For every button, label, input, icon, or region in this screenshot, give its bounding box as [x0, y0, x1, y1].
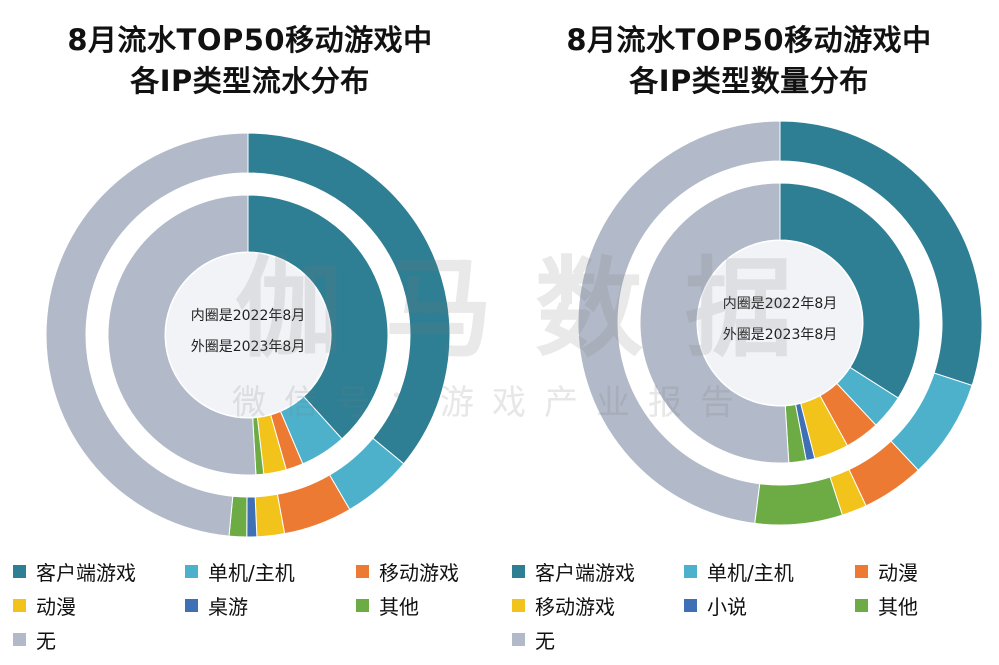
legend-label: 客户端游戏 — [36, 560, 136, 585]
legend-label: 其他 — [379, 594, 419, 619]
legend-item-board-game: 桌游 — [185, 590, 248, 620]
legend-label: 无 — [36, 628, 56, 653]
legend-item-mobile-game: 移动游戏 — [356, 556, 459, 586]
legend-label: 无 — [535, 628, 555, 653]
legend-swatch — [13, 564, 26, 578]
legend-swatch — [13, 598, 26, 612]
legend-item-client-game: 客户端游戏 — [13, 556, 136, 586]
legend-item-other: 其他 — [855, 590, 918, 620]
legend-label: 小说 — [707, 594, 747, 619]
legend-label: 单机/主机 — [208, 560, 295, 585]
legend-swatch — [512, 632, 525, 646]
legend-label: 客户端游戏 — [535, 560, 635, 585]
chart-panel-count: 8月流水TOP50移动游戏中 各IP类型数量分布 内圈是2022年8月 外圈是2… — [499, 0, 999, 665]
legend-label: 其他 — [878, 594, 918, 619]
legend-swatch — [185, 564, 198, 578]
chart-panel-revenue: 8月流水TOP50移动游戏中 各IP类型流水分布 内圈是2022年8月 外圈是2… — [0, 20, 500, 654]
legend-swatch — [356, 564, 369, 578]
legend-item-console-pc: 单机/主机 — [185, 556, 295, 586]
legend-swatch — [684, 598, 697, 612]
legend-item-mobile-game: 移动游戏 — [512, 590, 615, 620]
legend-item-anime: 动漫 — [855, 556, 918, 586]
legend-swatch — [855, 564, 868, 578]
inner-ring-slice-none — [639, 182, 790, 464]
donut-chart-revenue — [45, 132, 451, 538]
legend-item-other: 其他 — [356, 590, 419, 620]
legend-label: 动漫 — [878, 560, 918, 585]
legend-item-none: 无 — [13, 624, 56, 654]
outer-ring-slice-other — [754, 476, 844, 526]
center-note-inner-label: 内圈是2022年8月 — [190, 308, 306, 324]
legend-label: 单机/主机 — [707, 560, 794, 585]
legend-item-novel: 小说 — [684, 590, 747, 620]
outer-ring-slice-none — [45, 132, 249, 537]
legend-item-anime: 动漫 — [13, 590, 76, 620]
legend-label: 移动游戏 — [379, 560, 459, 585]
center-note-outer-label: 外圈是2023年8月 — [190, 339, 306, 355]
legend-item-none: 无 — [512, 624, 555, 654]
donut-center — [166, 253, 330, 417]
chart-title-line: 8月流水TOP50移动游戏中 — [566, 23, 932, 57]
legend-label: 桌游 — [208, 594, 248, 619]
chart-title: 8月流水TOP50移动游戏中 各IP类型流水分布 — [0, 20, 500, 102]
legend-label: 移动游戏 — [535, 594, 615, 619]
legend-swatch — [13, 632, 26, 646]
legend-swatch — [855, 598, 868, 612]
outer-ring-slice-none — [577, 120, 781, 524]
legend-swatch — [512, 564, 525, 578]
chart-title-line: 8月流水TOP50移动游戏中 — [67, 23, 433, 57]
chart-title-line: 各IP类型数量分布 — [629, 64, 869, 98]
inner-ring-slice-none — [107, 194, 257, 476]
donut-center — [698, 241, 862, 405]
donut-chart-count — [577, 120, 983, 526]
legend-swatch — [356, 598, 369, 612]
legend-label: 动漫 — [36, 594, 76, 619]
legend-swatch — [512, 598, 525, 612]
chart-title-line: 各IP类型流水分布 — [130, 64, 370, 98]
center-note: 内圈是2022年8月 外圈是2023年8月 — [680, 289, 880, 351]
legend-swatch — [684, 564, 697, 578]
center-note-outer-label: 外圈是2023年8月 — [722, 327, 838, 343]
legend-item-client-game: 客户端游戏 — [512, 556, 635, 586]
outer-ring-slice-board-game — [246, 496, 258, 538]
chart-title: 8月流水TOP50移动游戏中 各IP类型数量分布 — [499, 20, 999, 102]
legend-item-console-pc: 单机/主机 — [684, 556, 794, 586]
center-note: 内圈是2022年8月 外圈是2023年8月 — [148, 301, 348, 363]
inner-ring-slice-client-game — [247, 194, 389, 440]
inner-ring-slice-client-game — [779, 182, 921, 399]
center-note-inner-label: 内圈是2022年8月 — [722, 296, 838, 312]
legend-swatch — [185, 598, 198, 612]
